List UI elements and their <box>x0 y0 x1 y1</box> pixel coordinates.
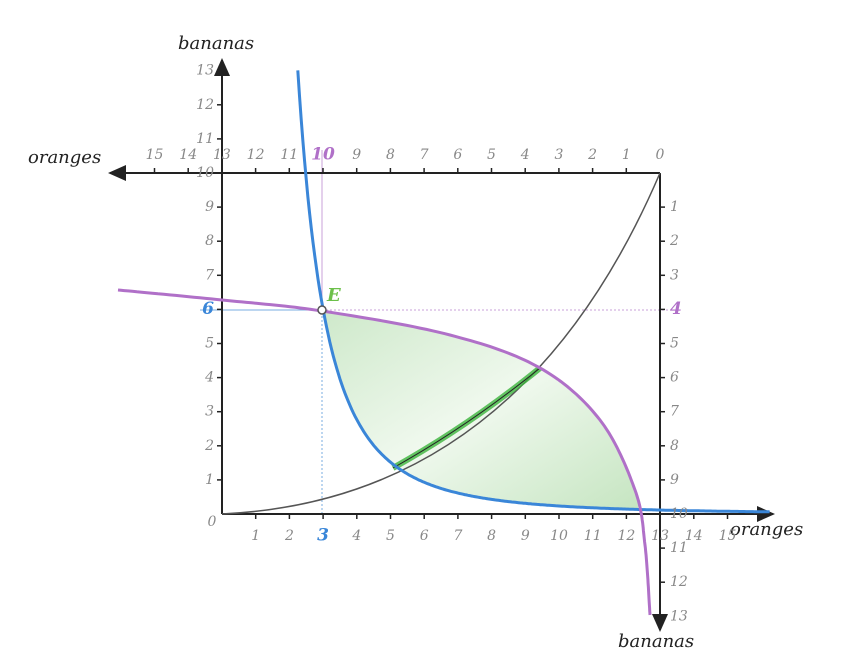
tick-label: 9 <box>205 199 214 215</box>
tick-label: 13 <box>213 147 231 163</box>
tick-label: 11 <box>280 147 298 163</box>
tick-label: 10 <box>311 145 335 165</box>
tick-label: 7 <box>205 267 214 283</box>
axis-title: oranges <box>28 147 101 168</box>
axes <box>108 58 775 632</box>
axis-title: oranges <box>730 519 803 540</box>
tick-label: 6 <box>670 370 679 386</box>
tick-label: 6 <box>420 528 429 544</box>
tick-label: 0 <box>656 147 665 163</box>
tick-label: 9 <box>670 472 679 488</box>
tick-label: 8 <box>386 147 395 163</box>
axis-title: bananas <box>618 631 694 652</box>
indifference-b <box>117 288 652 616</box>
tick-label: 5 <box>386 528 395 544</box>
tick-label: 5 <box>670 336 679 352</box>
tick-label: 6 <box>202 299 214 319</box>
tick-label: 12 <box>670 574 688 590</box>
tick-label: 1 <box>622 147 631 163</box>
tick-label: 4 <box>204 370 214 386</box>
tick-label: 13 <box>196 63 214 79</box>
tick-label: 5 <box>487 147 496 163</box>
tick-label: 3 <box>205 404 214 420</box>
tick-label: 9 <box>352 147 361 163</box>
point-e <box>317 305 327 315</box>
tick-label: 11 <box>584 528 602 544</box>
tick-label: 1 <box>670 199 679 215</box>
tick-label: 8 <box>670 438 679 454</box>
tick-label: 2 <box>204 438 214 454</box>
tick-label: 1 <box>205 472 214 488</box>
tick-label: 14 <box>685 528 703 544</box>
tick-label: 3 <box>670 267 679 283</box>
tick-label: 7 <box>453 528 462 544</box>
tick-label: 15 <box>146 147 164 163</box>
tick-label: 12 <box>617 528 635 544</box>
tick-label: 10 <box>550 528 568 544</box>
tick-label: 4 <box>520 147 530 163</box>
tick-label: 13 <box>670 608 688 624</box>
tick-label: 2 <box>284 528 294 544</box>
tick-label: 12 <box>247 147 265 163</box>
indifference-a <box>296 70 770 514</box>
tick-label: 15 <box>719 528 737 544</box>
tick-label: 7 <box>670 404 679 420</box>
contract-curve <box>392 367 541 469</box>
tick-label: 8 <box>487 528 496 544</box>
tick-label: 12 <box>196 97 214 113</box>
contract-curve <box>221 172 661 515</box>
tick-label: 3 <box>554 147 563 163</box>
tick-label: 10 <box>670 506 688 522</box>
tick-label: 8 <box>205 233 214 249</box>
tick-label: 4 <box>351 528 361 544</box>
tick-label: 5 <box>205 336 214 352</box>
point-label: E <box>326 285 341 306</box>
tick-label: 2 <box>669 233 679 249</box>
tick-label: 1 <box>251 528 260 544</box>
tick-label: 11 <box>196 131 214 147</box>
tick-label: 14 <box>179 147 197 163</box>
tick-label: 3 <box>317 526 329 546</box>
core-area <box>322 309 639 510</box>
tick-label: 4 <box>670 299 682 319</box>
tick-label: 7 <box>420 147 429 163</box>
axis-title: bananas <box>178 33 254 54</box>
tick-label: 10 <box>196 165 214 181</box>
tick-label: 9 <box>521 528 530 544</box>
tick-label: 13 <box>651 528 669 544</box>
origin-label: 0 <box>208 514 217 530</box>
tick-label: 6 <box>453 147 462 163</box>
tick-label: 11 <box>670 540 688 556</box>
tick-label: 2 <box>587 147 597 163</box>
